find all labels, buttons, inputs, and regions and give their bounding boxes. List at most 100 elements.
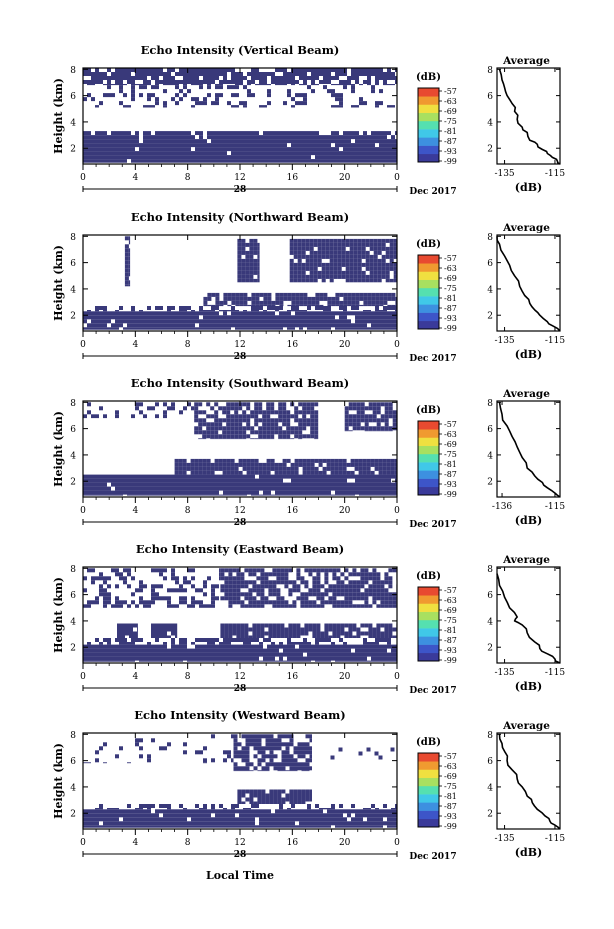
echo-cell [163,644,167,649]
echo-cell [239,84,243,86]
echo-cell [323,813,327,818]
echo-cell [231,93,235,98]
echo-cell [259,105,263,108]
echo-cell [376,627,381,632]
echo-cell [139,85,143,90]
echo-cell [119,576,123,581]
echo-cell [155,72,159,76]
echo-cell [223,151,227,156]
echo-cell [267,155,271,160]
echo-cell [211,652,215,657]
echo-cell [307,474,311,479]
echo-cell [387,809,391,814]
echo-cell [147,660,151,662]
echo-cell [183,576,187,581]
echo-cell [376,623,381,628]
echo-cell [239,638,243,642]
echo-cell [368,414,373,419]
echo-cell [295,474,299,479]
echo-cell [282,466,287,471]
echo-cell [311,68,315,72]
echo-cell [379,76,383,80]
echo-cell [375,656,379,661]
echo-cell [155,135,159,140]
echo-cell [309,258,314,263]
echo-cell [382,462,387,467]
echo-cell [175,315,179,320]
echo-cell [263,821,267,826]
echo-cell [303,486,307,491]
echo-cell [215,323,219,328]
echo-cell [187,821,191,826]
echo-cell [339,644,343,649]
echo-cell [199,306,203,310]
echo-cell [316,596,321,601]
echo-cell [199,478,203,483]
echo-cell [253,789,258,794]
echo-cell [287,652,291,657]
echo-cell [131,143,135,148]
echo-cell [179,656,183,661]
echo-cell [119,101,123,106]
echo-cell [175,604,179,608]
echo-cell [355,490,359,495]
echo-cell [119,159,123,163]
echo-cell [291,80,295,84]
echo-cell [128,252,131,257]
echo-cell [283,101,287,106]
echo-cell [263,482,267,487]
echo-cell [365,254,370,259]
echo-cell [240,584,245,589]
echo-cell [127,644,131,649]
echo-cell [368,623,373,628]
echo-cell [107,592,111,597]
echo-cell [187,580,191,585]
echo-cell [379,72,383,76]
echo-cell [395,315,397,320]
echo-cell [99,151,103,156]
echo-cell [347,825,351,828]
echo-cell [391,159,395,163]
echo-cell [359,323,363,328]
echo-cell [280,635,285,638]
echo-cell [326,458,331,463]
echo-cell [267,482,271,487]
echo-cell [387,494,391,496]
echo-cell [95,652,99,657]
echo-cell [143,584,147,589]
echo-cell [235,638,239,642]
echo-cell [363,155,367,160]
echo-cell [316,568,321,573]
echo-cell [139,410,143,415]
echo-cell [231,315,235,320]
echo-cell [331,89,335,94]
echo-cell [151,623,155,628]
echo-cell [266,410,271,415]
echo-cell [127,642,131,645]
echo-cell [253,270,258,275]
echo-cell [171,311,175,316]
echo-cell [235,817,239,822]
x-tick-label: 12 [234,173,245,183]
echo-cell [375,817,379,822]
echo-cell [384,627,389,632]
echo-cell [360,418,365,423]
echo-cell [199,656,203,661]
avg-x-tick-label: -136 [492,502,512,512]
echo-cell [187,311,191,316]
echo-cell [363,139,367,144]
echo-cell [311,147,315,152]
echo-cell [279,656,283,661]
echo-cell [103,72,107,76]
echo-cell [210,434,215,439]
echo-cell [175,821,179,826]
echo-cell [278,438,283,440]
echo-cell [247,656,251,661]
echo-cell [83,648,87,653]
echo-cell [255,486,259,491]
echo-cell [291,319,295,324]
echo-cell [115,80,119,84]
echo-cell [195,482,199,487]
echo-cell [357,246,362,251]
echo-cell [87,494,91,496]
